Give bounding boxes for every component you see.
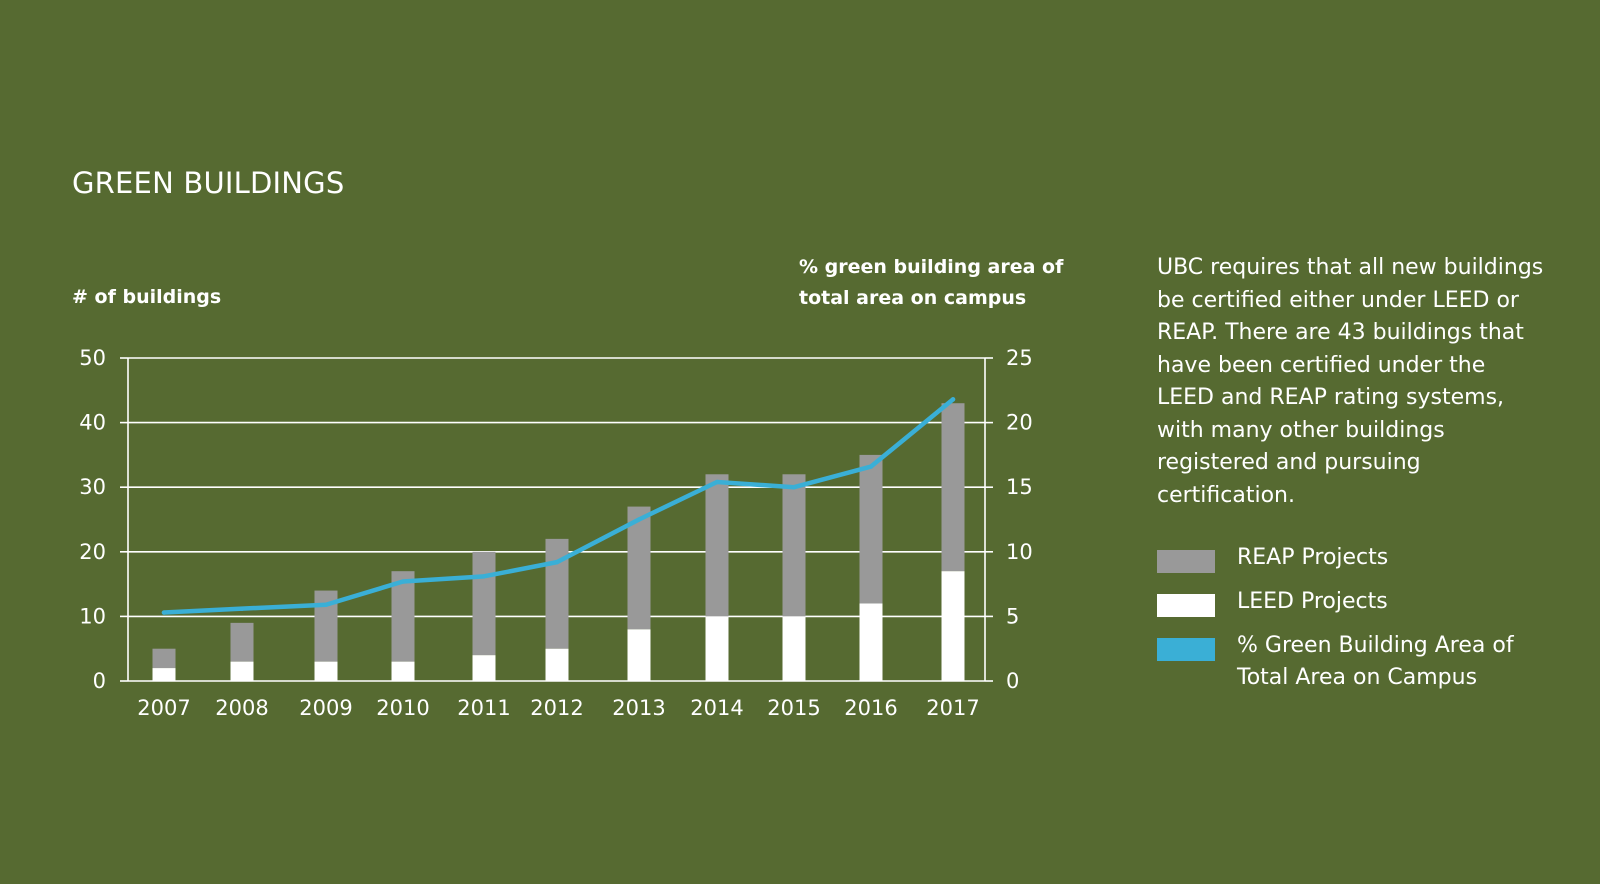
bar-leed bbox=[859, 603, 883, 681]
line-point bbox=[554, 559, 560, 565]
legend: REAP Projects LEED Projects % Green Buil… bbox=[1157, 540, 1577, 690]
legend-swatch-green-area bbox=[1157, 638, 1215, 661]
right-axis-title-line1: % green building area of bbox=[799, 256, 1064, 278]
left-tick-label: 0 bbox=[93, 669, 106, 693]
right-tick-label: 15 bbox=[1006, 475, 1033, 499]
right-tick-label: 0 bbox=[1006, 669, 1019, 693]
bar-leed bbox=[391, 661, 415, 681]
x-tick-label: 2012 bbox=[530, 696, 583, 720]
bar-leed bbox=[941, 571, 965, 681]
bar-reap bbox=[545, 538, 569, 649]
line-point bbox=[636, 517, 642, 522]
right-tick-label: 20 bbox=[1006, 411, 1033, 435]
right-axis-title: % green building area of total area on c… bbox=[799, 252, 1069, 314]
bar-reap bbox=[782, 474, 806, 617]
line-point bbox=[868, 464, 874, 469]
x-tick-label: 2017 bbox=[926, 696, 979, 720]
bar-reap bbox=[627, 506, 651, 630]
right-axis-title-line2: total area on campus bbox=[799, 287, 1027, 309]
legend-item-green-area: % Green Building Area of Total Area on C… bbox=[1157, 628, 1577, 690]
chart-title: GREEN BUILDINGS bbox=[72, 166, 345, 200]
description-text: UBC requires that all new buildings be c… bbox=[1157, 255, 1544, 508]
line-point bbox=[950, 397, 956, 402]
line-point bbox=[714, 479, 720, 485]
line-point bbox=[161, 610, 167, 615]
legend-label-reap: REAP Projects bbox=[1237, 545, 1389, 570]
bar-reap bbox=[941, 403, 965, 572]
line-point bbox=[791, 485, 797, 490]
right-tick-label: 10 bbox=[1006, 540, 1033, 564]
right-tick-label: 5 bbox=[1006, 604, 1019, 628]
legend-item-reap: REAP Projects bbox=[1157, 540, 1577, 584]
line-point bbox=[239, 606, 245, 611]
x-tick-label: 2009 bbox=[299, 696, 352, 720]
left-tick-label: 20 bbox=[79, 540, 106, 564]
bar-reap bbox=[152, 648, 176, 669]
bar-leed bbox=[705, 616, 729, 681]
bar-reap bbox=[472, 551, 496, 656]
left-tick-label: 40 bbox=[79, 411, 106, 435]
x-tick-label: 2013 bbox=[612, 696, 665, 720]
bar-leed bbox=[627, 629, 651, 681]
bar-reap bbox=[705, 474, 729, 617]
legend-label-green-area: % Green Building Area of Total Area on C… bbox=[1237, 633, 1514, 690]
bar-reap bbox=[314, 590, 338, 662]
bar-reap bbox=[230, 622, 254, 662]
bar-leed bbox=[782, 616, 806, 681]
left-tick-label: 30 bbox=[79, 475, 106, 499]
legend-swatch-leed bbox=[1157, 594, 1215, 617]
line-point bbox=[323, 602, 329, 607]
left-tick-label: 10 bbox=[79, 604, 106, 628]
line-point bbox=[400, 579, 406, 584]
legend-item-leed: LEED Projects bbox=[1157, 584, 1577, 628]
right-tick-label: 25 bbox=[1006, 346, 1033, 370]
x-tick-label: 2010 bbox=[376, 696, 429, 720]
bar-leed bbox=[545, 648, 569, 681]
x-tick-label: 2015 bbox=[767, 696, 820, 720]
line-point bbox=[481, 574, 487, 579]
bar-reap bbox=[859, 454, 883, 604]
bar-leed bbox=[472, 655, 496, 681]
bar-leed bbox=[230, 661, 254, 681]
x-tick-label: 2007 bbox=[137, 696, 190, 720]
left-axis-title: # of buildings bbox=[72, 286, 222, 308]
x-tick-label: 2014 bbox=[690, 696, 743, 720]
left-tick-label: 50 bbox=[79, 346, 106, 370]
bar-leed bbox=[152, 668, 176, 681]
bar-reap bbox=[391, 571, 415, 662]
legend-label-leed: LEED Projects bbox=[1237, 589, 1388, 614]
chart-plot: 0 10 20 30 40 50 0 5 10 15 20 25 2007 2008 2009 2010 201… bbox=[79, 346, 1033, 720]
x-tick-label: 2016 bbox=[844, 696, 897, 720]
x-tick-label: 2008 bbox=[215, 696, 268, 720]
bar-leed bbox=[314, 661, 338, 681]
legend-swatch-reap bbox=[1157, 550, 1215, 573]
x-tick-label: 2011 bbox=[457, 696, 510, 720]
